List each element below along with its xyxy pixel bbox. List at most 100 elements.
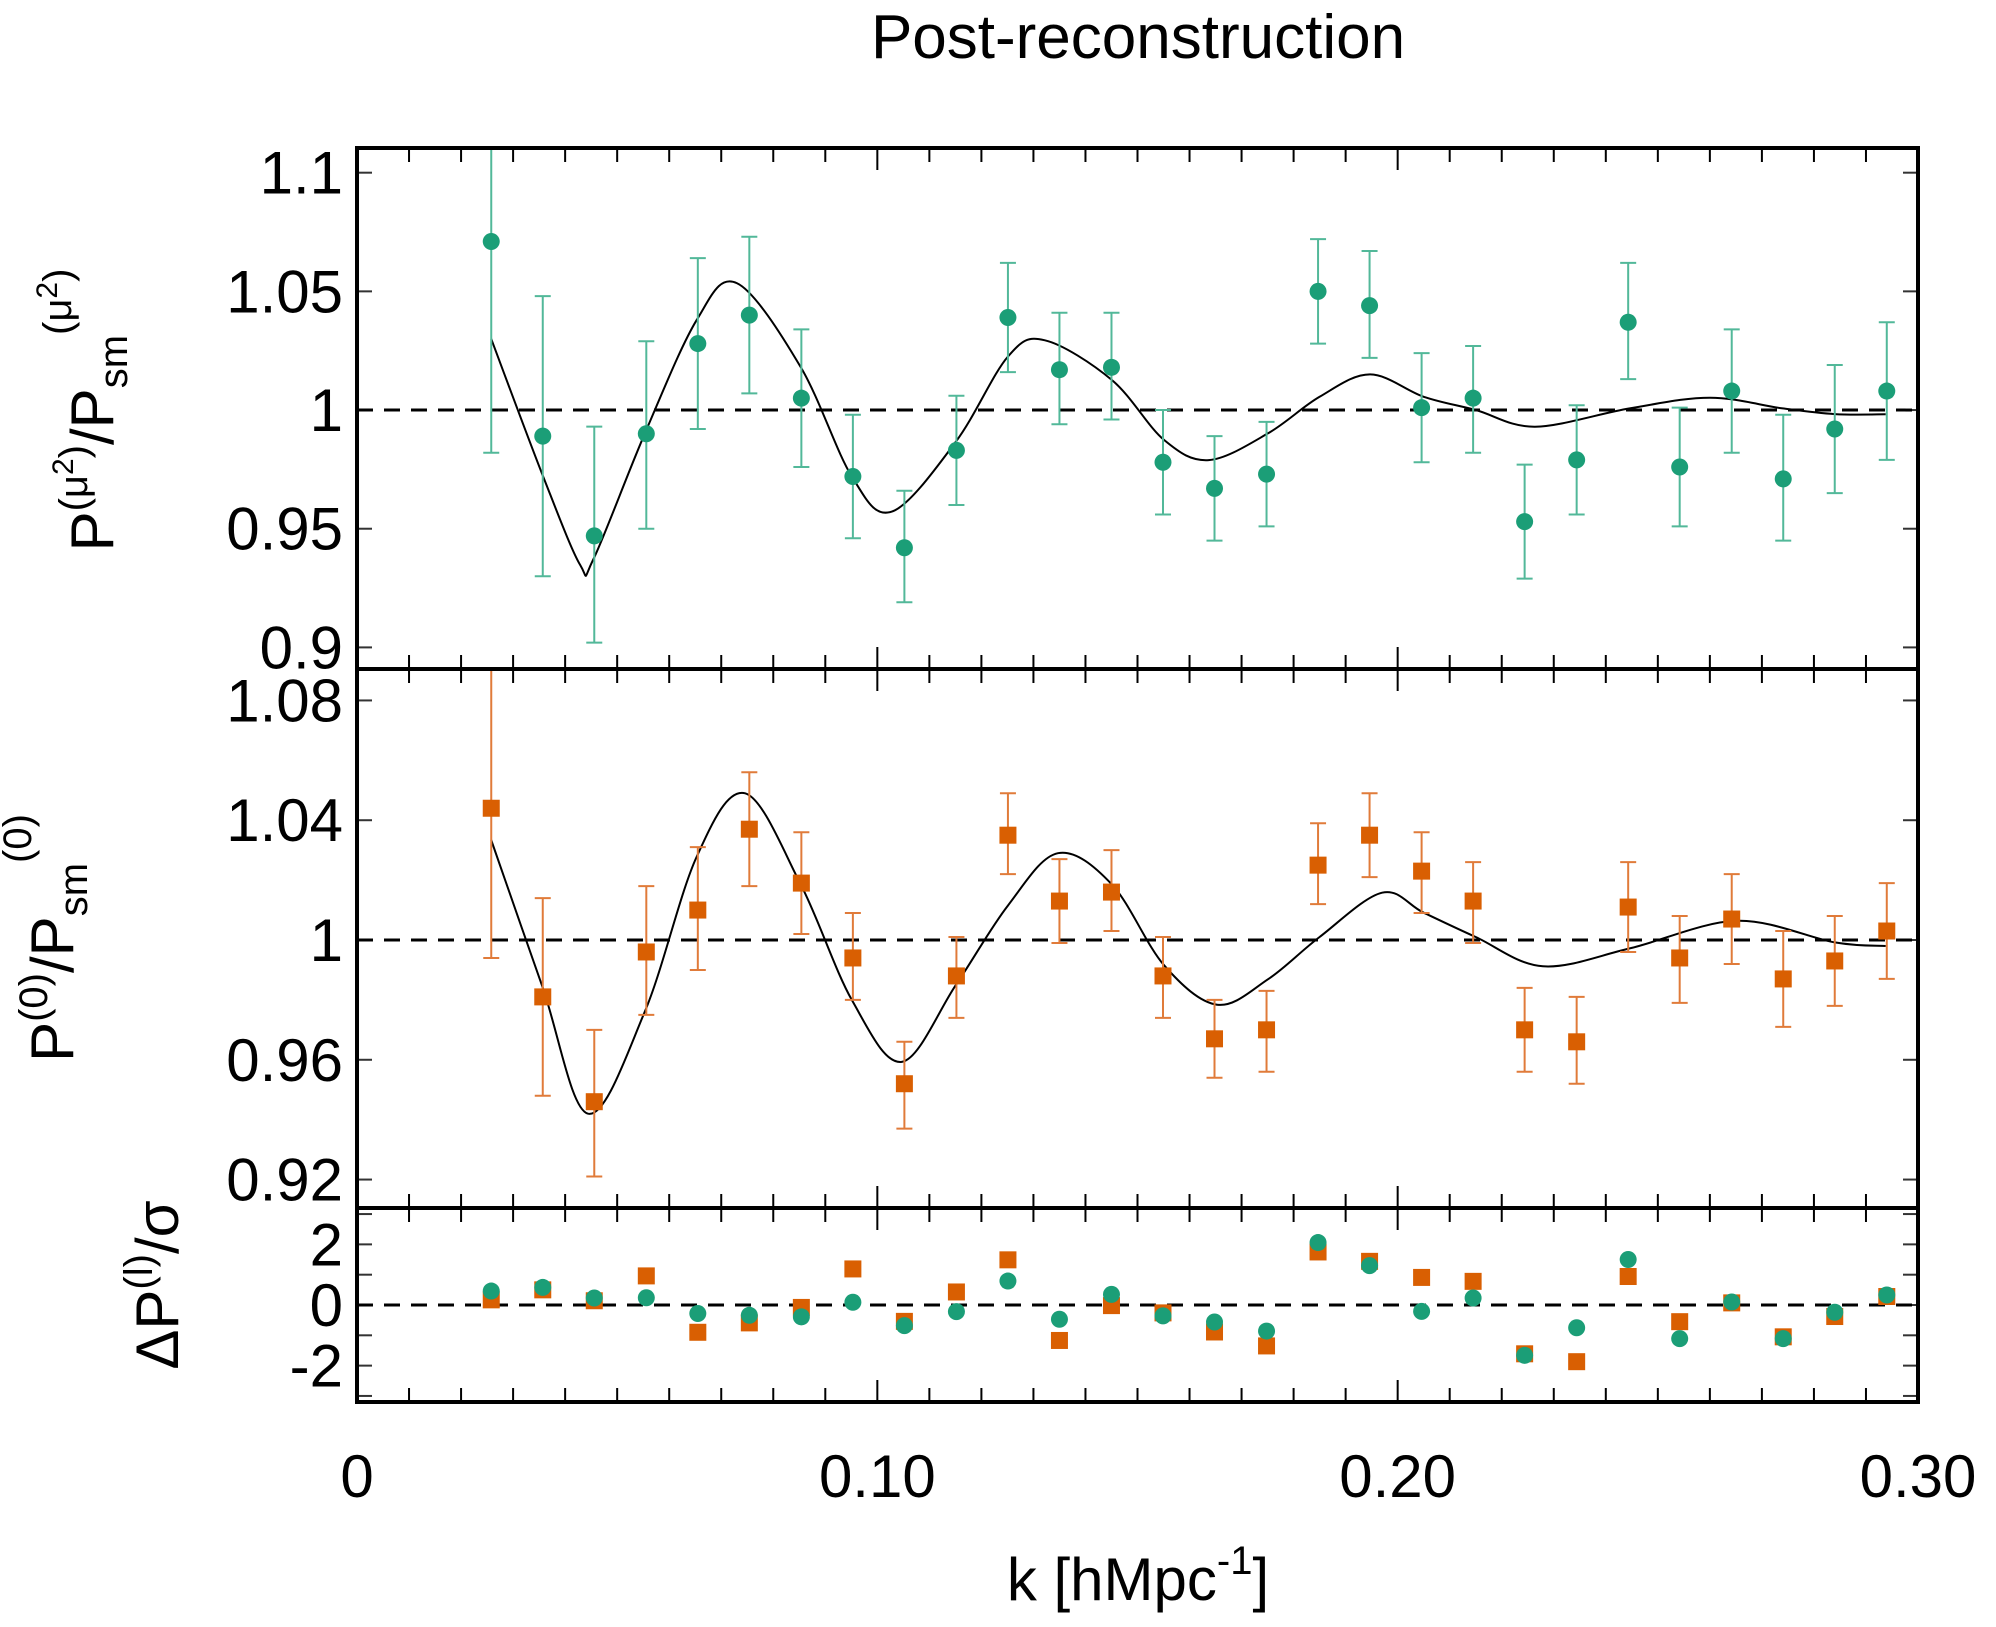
data-point-circle — [1102, 1285, 1120, 1303]
y-tick-label: 0.9 — [260, 614, 343, 681]
data-point-circle — [1878, 382, 1896, 400]
data-point-circle — [1723, 1293, 1741, 1311]
ylabel-mono-p: P — [19, 1022, 86, 1062]
data-point-circle — [1309, 1234, 1327, 1252]
data-point-circle — [1050, 1310, 1068, 1328]
data-point-square — [999, 826, 1017, 844]
data-point-square — [585, 1093, 603, 1111]
data-point-circle — [1309, 282, 1327, 300]
data-point-square — [1723, 910, 1741, 928]
data-point-square — [1464, 892, 1482, 910]
data-point-square — [947, 967, 965, 985]
data-point-square — [1050, 892, 1068, 910]
xlabel-tail: ] — [1252, 1546, 1269, 1613]
data-point-square — [1774, 970, 1792, 988]
data-point-circle — [1671, 458, 1689, 476]
data-point-circle — [947, 1303, 965, 1321]
data-point-square — [740, 820, 758, 838]
y-tick-label: 0.96 — [226, 1027, 343, 1094]
data-point-square — [1258, 1337, 1276, 1355]
x-tick-label: 0.30 — [1860, 1443, 1977, 1510]
data-point-circle — [1619, 313, 1637, 331]
panel-plot-area — [482, 669, 1896, 1178]
data-point-square — [1619, 1268, 1637, 1286]
data-point-circle — [1568, 451, 1586, 469]
ylabel-residual: ΔP(l)/σ — [117, 1200, 191, 1369]
x-tick-label: 0.10 — [819, 1443, 936, 1510]
data-point-square — [844, 949, 862, 967]
data-point-square — [637, 1267, 655, 1285]
data-point-circle — [1413, 399, 1431, 417]
data-point-circle — [895, 1317, 913, 1335]
data-point-square — [999, 1251, 1017, 1269]
ylabel-mu2-sup1-close: ) — [52, 445, 96, 458]
data-point-circle — [1050, 361, 1068, 379]
data-point-circle — [1206, 479, 1224, 497]
data-point-circle — [482, 1282, 500, 1300]
chart-title: Post-reconstruction — [871, 3, 1405, 72]
panel-residual: 20-2 — [290, 1206, 1920, 1404]
panel-plot-area — [482, 1234, 1896, 1371]
data-point-circle — [689, 1304, 707, 1322]
x-tick-label: 0 — [340, 1443, 373, 1510]
data-point-circle — [637, 425, 655, 443]
data-point-square — [637, 943, 655, 961]
ylabel-mu2-slash: /P — [59, 388, 126, 445]
data-point-circle — [1464, 389, 1482, 407]
data-point-circle — [1723, 382, 1741, 400]
data-point-circle — [740, 306, 758, 324]
panel-mono: 1.08 1.04 1 0.96 0.92 — [226, 667, 1920, 1214]
y-tick-label: 1 — [310, 907, 343, 974]
data-point-circle — [1516, 513, 1534, 531]
data-point-square — [1154, 967, 1172, 985]
data-point-circle — [1826, 1303, 1844, 1321]
ylabel-mu2-sup1-exp: 2 — [47, 458, 80, 475]
data-point-circle — [895, 539, 913, 557]
data-point-circle — [792, 389, 810, 407]
data-point-circle — [1774, 1330, 1792, 1348]
y-tick-label: 0.95 — [226, 496, 343, 563]
y-tick-label: 2 — [310, 1211, 343, 1278]
data-point-square — [844, 1260, 862, 1278]
data-point-circle — [1774, 470, 1792, 488]
data-point-circle — [999, 308, 1017, 326]
data-point-square — [689, 1323, 707, 1341]
data-point-square — [1671, 949, 1689, 967]
ylabel-mu2-sup1: (μ — [52, 475, 96, 511]
ylabel-mono-sup2: (0) — [0, 814, 40, 863]
data-point-circle — [740, 1306, 758, 1324]
data-point-circle — [1413, 1302, 1431, 1320]
y-tick-label: 1.05 — [226, 258, 343, 325]
data-point-square — [1568, 1353, 1586, 1371]
data-point-circle — [1206, 1313, 1224, 1331]
data-point-square — [1050, 1331, 1068, 1349]
data-point-circle — [1361, 1257, 1379, 1275]
y-tick-label: 1 — [310, 377, 343, 444]
data-point-square — [1516, 1021, 1534, 1039]
data-point-circle — [1568, 1319, 1586, 1337]
data-point-circle — [689, 335, 707, 353]
ylabel-mono-sub: sm — [52, 863, 96, 916]
data-point-circle — [1258, 1322, 1276, 1340]
data-point-circle — [844, 1293, 862, 1311]
ylabel-mu2-sub: sm — [92, 335, 136, 388]
ylabel-mono: P(0)/Psm(0) — [0, 814, 96, 1062]
data-point-square — [895, 1075, 913, 1093]
x-tick-label: 0.20 — [1339, 1443, 1456, 1510]
y-tick-label: 1.04 — [226, 787, 343, 854]
ylabel-mu2: P(μ2)/Psm(μ2) — [31, 269, 136, 552]
data-point-square — [1464, 1272, 1482, 1290]
ylabel-mono-slash: /P — [19, 916, 86, 973]
data-point-circle — [534, 1278, 552, 1296]
xlabel-base: k [hMpc — [1007, 1546, 1217, 1613]
ylabel-mu2-sup2: (μ — [36, 299, 80, 335]
data-point-circle — [585, 527, 603, 545]
data-point-circle — [1826, 420, 1844, 438]
data-point-circle — [1619, 1251, 1637, 1269]
data-point-square — [482, 799, 500, 817]
data-point-square — [1102, 883, 1120, 901]
data-point-circle — [1154, 453, 1172, 471]
y-tick-label: -2 — [290, 1333, 343, 1400]
